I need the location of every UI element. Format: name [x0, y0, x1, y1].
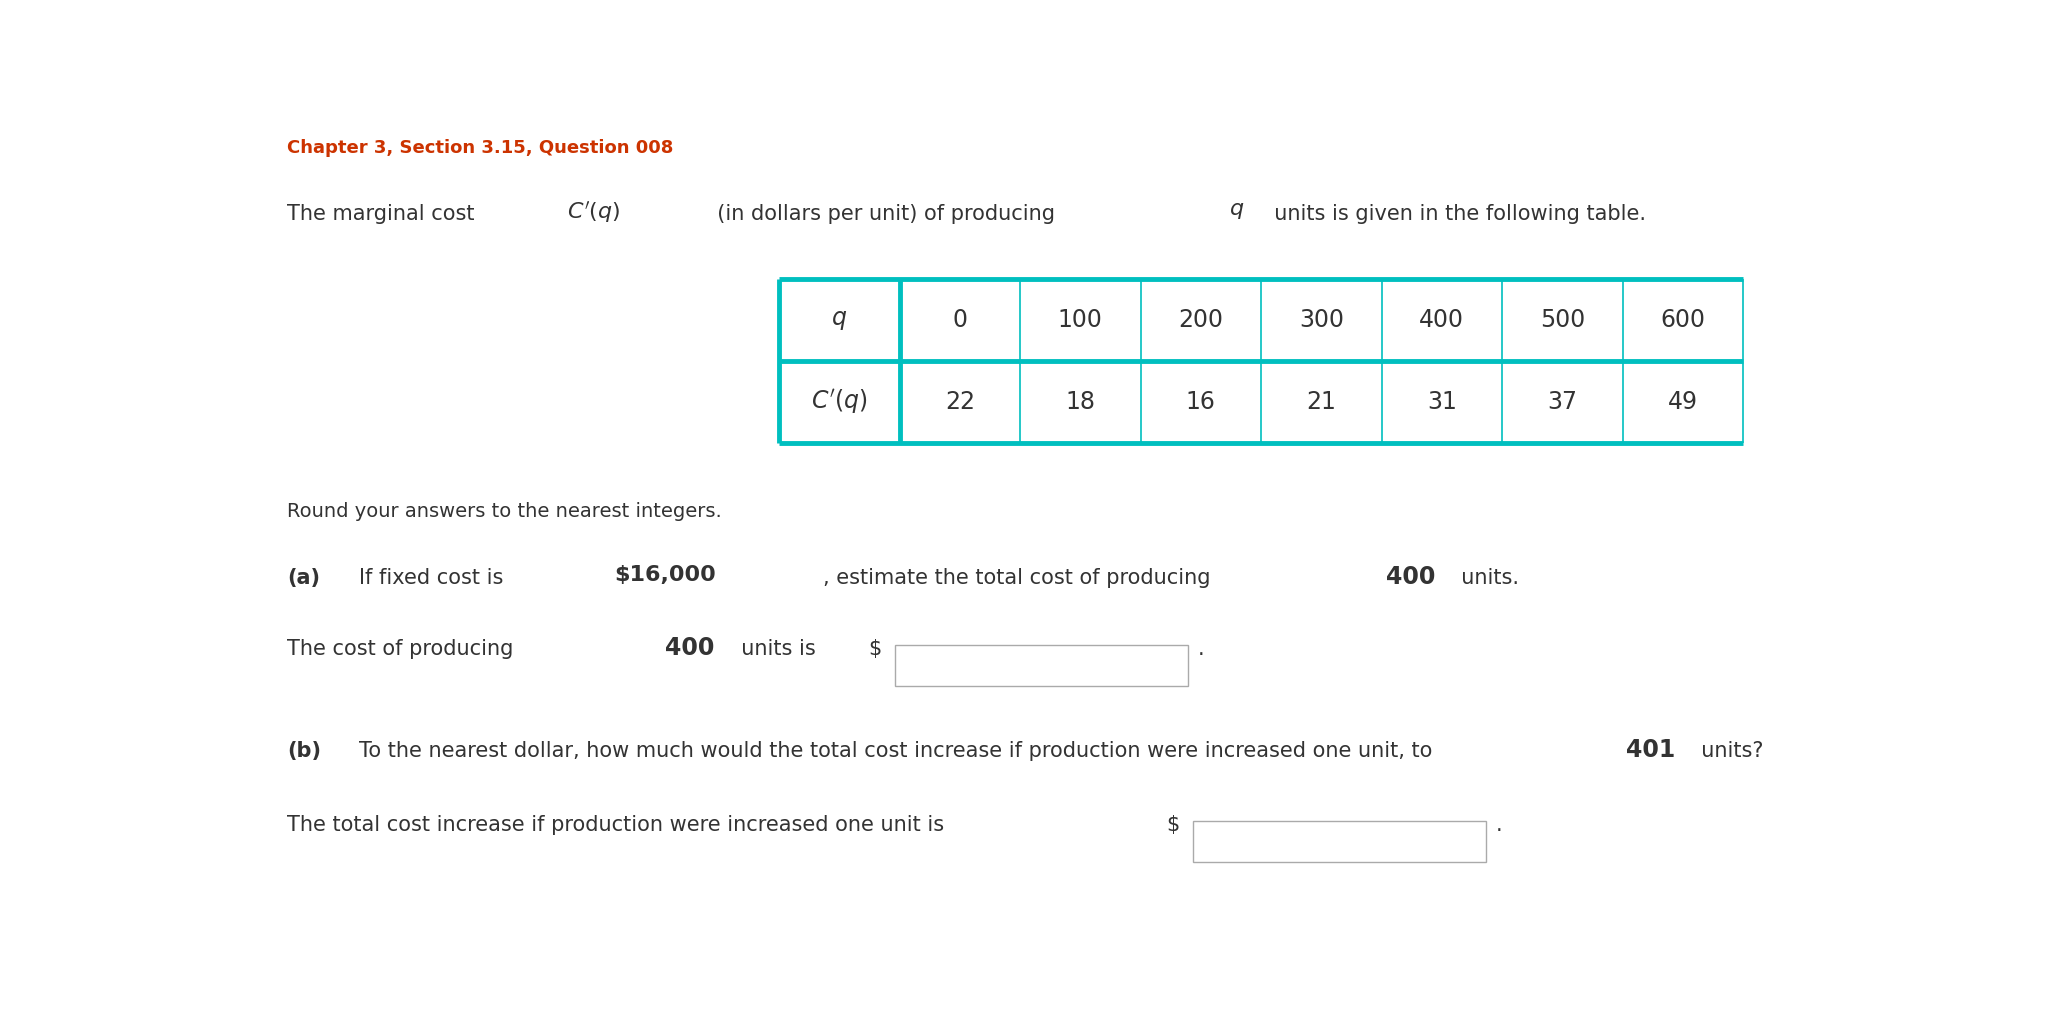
Text: units is given in the following table.: units is given in the following table.	[1260, 204, 1647, 225]
Text: To the nearest dollar, how much would the total cost increase if production were: To the nearest dollar, how much would th…	[358, 740, 1444, 761]
FancyBboxPatch shape	[1193, 822, 1485, 862]
Text: 500: 500	[1541, 308, 1586, 332]
Text: .: .	[1496, 815, 1502, 835]
Text: (a): (a)	[286, 569, 321, 589]
Text: $16,000: $16,000	[614, 565, 716, 585]
Text: 600: 600	[1661, 308, 1704, 332]
Text: The total cost increase if production were increased one unit is: The total cost increase if production we…	[286, 815, 958, 835]
Text: , estimate the total cost of producing: , estimate the total cost of producing	[822, 569, 1217, 589]
Text: units is: units is	[728, 639, 829, 659]
Text: 200: 200	[1178, 308, 1224, 332]
Text: .: .	[1197, 639, 1205, 659]
Text: 100: 100	[1058, 308, 1103, 332]
Text: 401: 401	[1627, 737, 1676, 762]
Text: units.: units.	[1449, 569, 1520, 589]
Text: $: $	[868, 639, 882, 659]
Text: Round your answers to the nearest integers.: Round your answers to the nearest intege…	[286, 501, 722, 521]
Text: 400: 400	[1387, 565, 1436, 589]
Text: (b): (b)	[286, 740, 321, 761]
Text: units?: units?	[1688, 740, 1764, 761]
Text: 31: 31	[1426, 390, 1457, 414]
Text: 22: 22	[945, 390, 974, 414]
Text: (in dollars per unit) of producing: (in dollars per unit) of producing	[704, 204, 1068, 225]
Text: 0: 0	[951, 308, 968, 332]
Text: 21: 21	[1305, 390, 1336, 414]
Text: $q$: $q$	[1230, 201, 1244, 221]
Text: $q$: $q$	[831, 308, 847, 332]
FancyBboxPatch shape	[894, 645, 1189, 685]
Text: $C'(q)$: $C'(q)$	[810, 387, 868, 416]
Text: $C'(q)$: $C'(q)$	[567, 199, 620, 225]
Text: 37: 37	[1547, 390, 1577, 414]
Text: 400: 400	[665, 636, 714, 660]
Text: Chapter 3, Section 3.15, Question 008: Chapter 3, Section 3.15, Question 008	[286, 139, 673, 158]
Text: 300: 300	[1299, 308, 1344, 332]
Text: The cost of producing: The cost of producing	[286, 639, 528, 659]
Text: 400: 400	[1420, 308, 1465, 332]
Text: The marginal cost: The marginal cost	[286, 204, 489, 225]
Text: $: $	[1166, 815, 1178, 835]
Text: If fixed cost is: If fixed cost is	[358, 569, 509, 589]
Text: 49: 49	[1667, 390, 1698, 414]
Text: 18: 18	[1066, 390, 1095, 414]
Text: 16: 16	[1187, 390, 1215, 414]
